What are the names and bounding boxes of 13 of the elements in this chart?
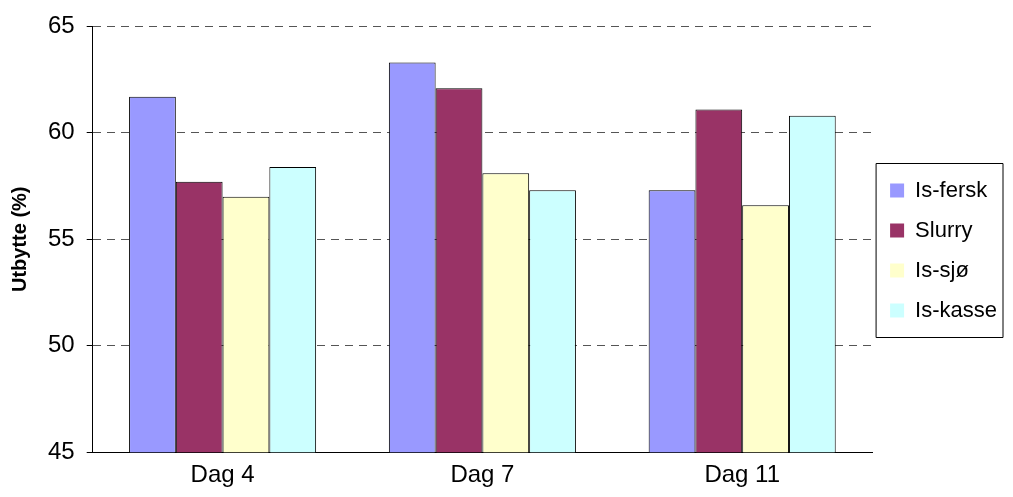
y-tick-label: 65 [47, 11, 75, 39]
legend-label: Is-fersk [915, 176, 989, 202]
legend-label: Is-kasse [915, 296, 998, 322]
legend-label: Slurry [915, 216, 973, 242]
y-tick-label: 60 [47, 117, 75, 145]
y-tick-label: 45 [47, 436, 75, 464]
x-tick-label: Dag 11 [704, 460, 780, 488]
x-tick-label: Dag 7 [450, 460, 515, 488]
y-axis-title: Utbytte (%) [7, 186, 30, 293]
legend-label: Is-sjø [915, 256, 969, 282]
y-tick-label: 55 [47, 223, 75, 251]
x-tick-label: Dag 4 [190, 460, 255, 488]
y-tick-label: 50 [47, 330, 75, 358]
